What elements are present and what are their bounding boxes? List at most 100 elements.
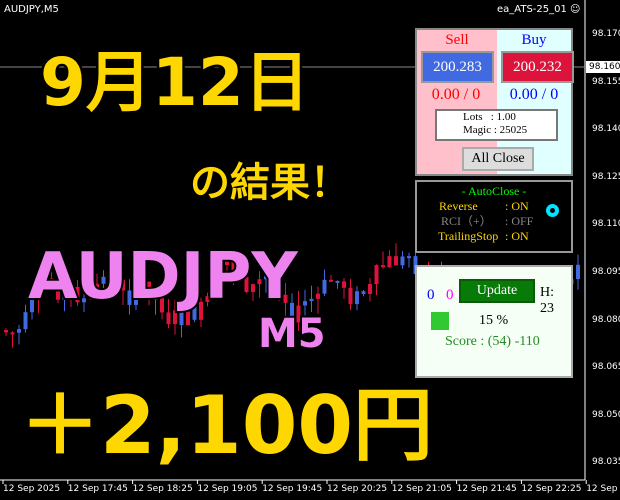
candle — [43, 278, 47, 281]
score-panel: 0 0 Update H: 23 15 % Score : (54) -110 — [415, 265, 573, 378]
candle — [56, 280, 60, 300]
candle — [23, 312, 28, 330]
candle — [36, 280, 41, 299]
candle — [303, 301, 307, 306]
candle — [407, 256, 411, 259]
time-label: 12 Sep 18:25 — [132, 484, 193, 494]
candle — [212, 281, 216, 297]
overlay-timeframe: M5 — [256, 311, 328, 357]
update-button[interactable]: Update — [459, 279, 535, 303]
candle — [75, 286, 80, 303]
price-label: 98.050 — [592, 409, 620, 420]
price-label: 98.065 — [592, 362, 620, 373]
candle — [205, 296, 210, 302]
candle — [368, 283, 372, 294]
candle — [140, 281, 145, 286]
sell-button[interactable]: 200.283 — [421, 51, 494, 83]
candle — [576, 264, 580, 280]
candle — [179, 310, 184, 326]
time-label: 12 Sep 21:45 — [456, 484, 517, 494]
price-label: 98.170 — [592, 29, 620, 39]
score-label: Score : (54) -110 — [445, 334, 540, 349]
overlay-pair: AUDJPY — [26, 240, 300, 314]
candle — [270, 276, 275, 279]
time-label: 12 Sep 23 — [586, 484, 620, 494]
overlay-result: の結果！ — [188, 160, 352, 206]
candle — [361, 291, 366, 294]
ea-name-label: ea_ATS-25_01 ☺ — [497, 4, 581, 15]
candle — [108, 276, 112, 291]
all-close-button[interactable]: All Close — [462, 147, 534, 171]
overlay-date: 9月12日 — [38, 44, 313, 121]
candle — [166, 312, 171, 325]
candle — [283, 294, 288, 303]
candle — [225, 261, 229, 266]
candle — [251, 284, 255, 292]
status-indicator-icon[interactable] — [546, 204, 559, 217]
candle — [329, 279, 333, 282]
time-label: 12 Sep 17:45 — [67, 484, 128, 494]
candle — [10, 332, 15, 335]
sell-position: 0.00 / 0 — [431, 86, 481, 103]
candle — [160, 297, 164, 313]
candle — [322, 279, 327, 294]
sell-header: Sell — [445, 32, 469, 48]
time-label: 12 Sep 19:05 — [197, 484, 258, 494]
candle — [186, 306, 190, 326]
time-label: 12 Sep 20:25 — [327, 484, 388, 494]
percent-label: 15 % — [479, 313, 509, 328]
candle — [264, 276, 268, 280]
candle — [69, 286, 73, 293]
candle — [374, 265, 379, 284]
count-pink: 0 — [446, 287, 454, 303]
candle — [88, 287, 93, 299]
candle — [127, 290, 132, 305]
candle — [147, 281, 151, 300]
time-label: 12 Sep 19:45 — [262, 484, 323, 494]
candle — [316, 293, 320, 299]
candle — [4, 330, 8, 333]
price-label: 98.125 — [592, 171, 620, 182]
candle — [381, 265, 385, 268]
candle — [342, 281, 346, 288]
candle — [355, 291, 359, 305]
time-label: 12 Sep 21:05 — [391, 484, 452, 494]
current-price-label: 98.160 — [586, 61, 620, 73]
buy-button[interactable]: 200.232 — [501, 51, 574, 83]
candle — [238, 271, 242, 277]
candle — [400, 256, 405, 266]
candle — [17, 329, 21, 333]
candle — [394, 256, 398, 266]
autoclose-title: - AutoClose - — [461, 184, 527, 198]
time-label: 12 Sep 22:25 — [521, 484, 582, 494]
price-label: 98.155 — [592, 76, 620, 87]
price-label: 98.095 — [592, 267, 620, 277]
price-label: 98.080 — [592, 314, 620, 325]
candle — [277, 276, 281, 295]
candle — [114, 279, 119, 291]
time-label: 12 Sep 2025 — [3, 484, 61, 494]
status-square-icon — [431, 312, 449, 330]
autoclose-panel: - AutoClose - Reverse: ON RCI（+）: OFF Tr… — [415, 180, 573, 253]
candle — [348, 287, 353, 305]
candle — [153, 297, 158, 300]
candle — [218, 265, 223, 282]
hour-label: H: 23 — [540, 285, 554, 316]
candle — [335, 280, 340, 283]
candle — [101, 276, 106, 284]
candle — [173, 310, 177, 325]
candle — [82, 298, 86, 303]
buy-header: Buy — [521, 32, 547, 48]
candle — [199, 301, 203, 320]
lots-magic-box: Lots : 1.00 Magic : 25025 — [435, 109, 558, 141]
candle — [49, 278, 54, 281]
candle — [309, 298, 314, 302]
candle — [290, 302, 294, 323]
candle — [296, 305, 301, 323]
candle — [192, 306, 197, 320]
buy-position: 0.00 / 0 — [509, 86, 559, 103]
candle — [95, 283, 99, 288]
smiley-icon: ☺ — [570, 4, 581, 15]
candle — [30, 298, 34, 313]
price-label: 98.140 — [592, 124, 620, 135]
